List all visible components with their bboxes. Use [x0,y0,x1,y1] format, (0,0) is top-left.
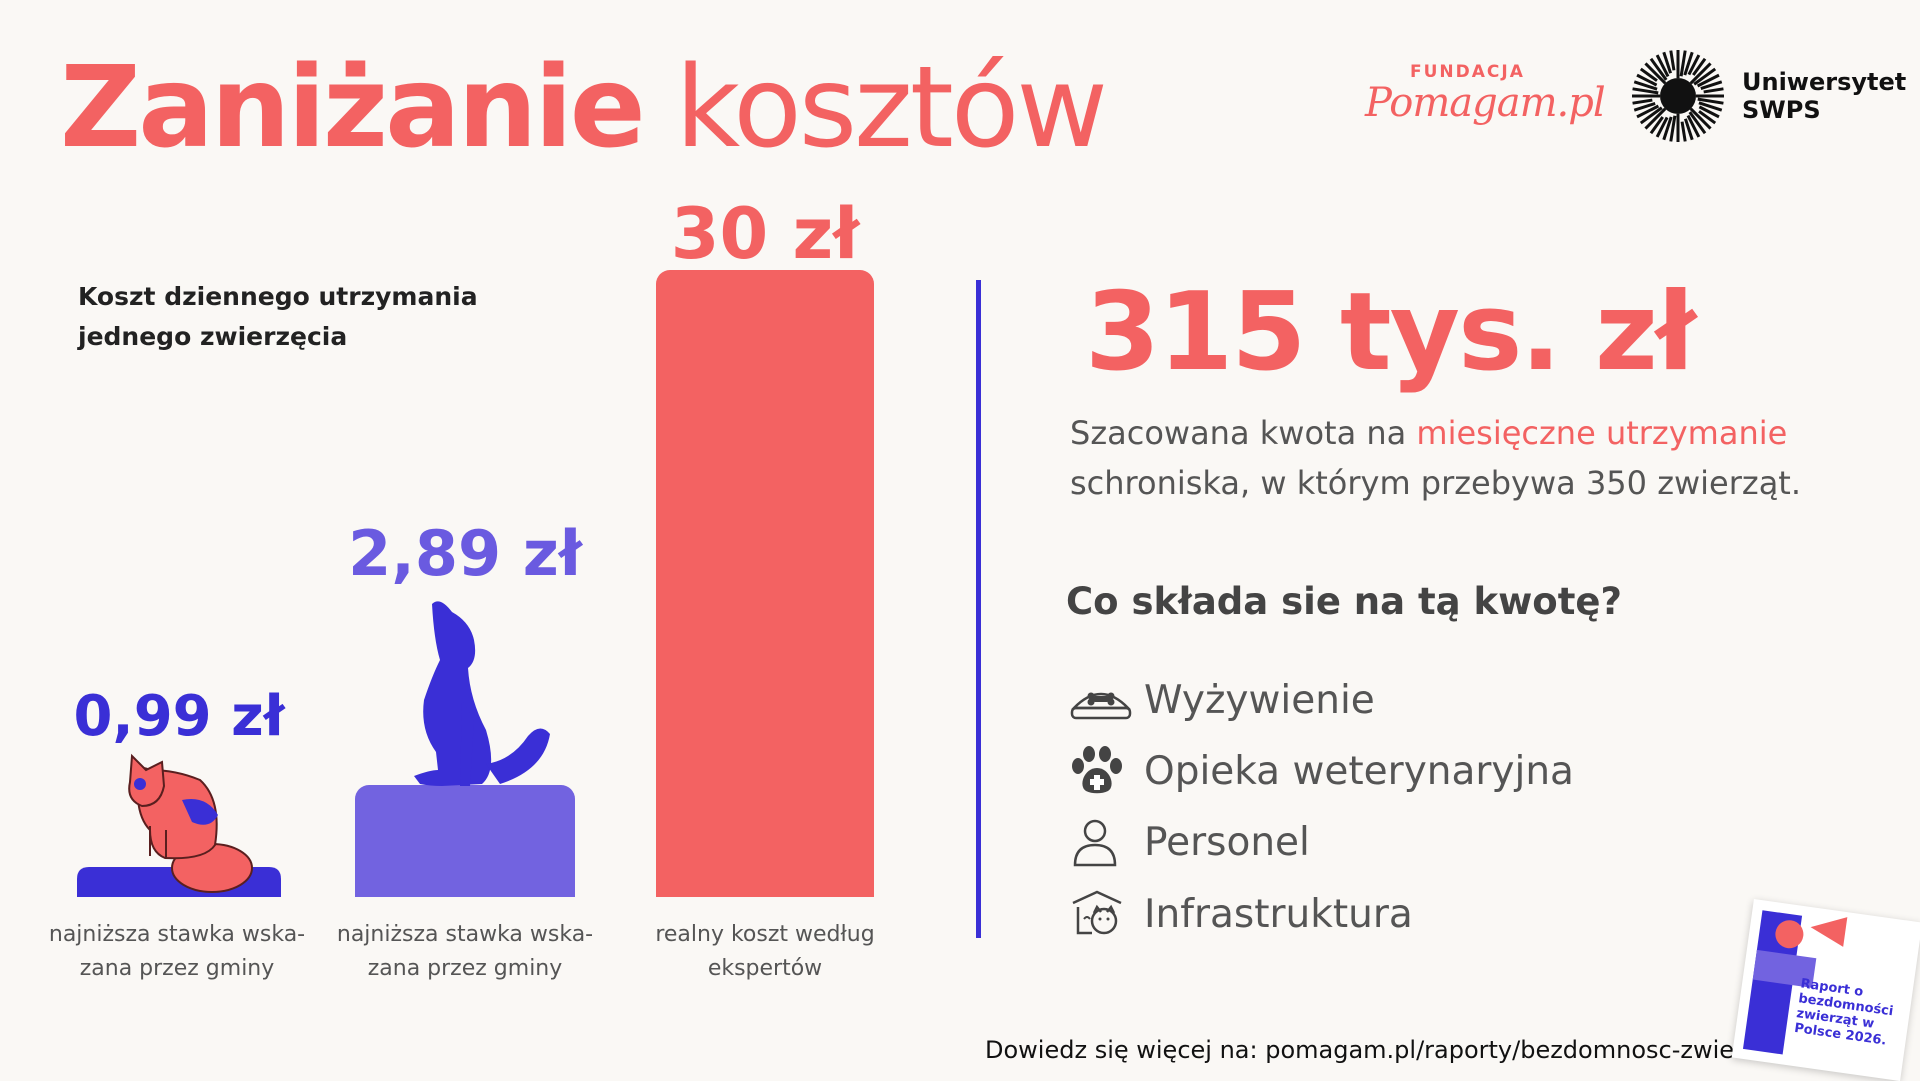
bar-2-base [355,881,575,897]
title-bold: Zaniżanie [60,43,646,173]
bar-label-3: realny koszt według ekspertów [635,918,895,986]
bar-label-2: najniższa stawka wska- zana przez gminy [335,918,595,986]
food-bowl-icon [1070,674,1132,726]
dog-illustration [414,601,550,786]
fundacja-logo-small: FUNDACJA [1410,62,1525,82]
cost-item-food: Wyżywienie [1070,670,1375,730]
cost-item-infra: Infrastruktura [1070,884,1413,944]
cost-item-staff: Personel [1070,812,1310,872]
bar-label-2-line2: zana przez gminy [367,956,563,981]
bar-label-3-line2: ekspertów [707,956,823,981]
chart-subtitle-line2: jednego zwierzęcia [78,322,348,351]
cat-illustration [128,753,253,893]
title-light: kosztów [675,43,1108,173]
cost-item-infra-label: Infrastruktura [1144,891,1413,937]
swps-sunburst-icon [1632,50,1724,142]
bar-label-1: najniższa stawka wska- zana przez gminy [47,918,307,986]
bar-3-base [656,881,874,897]
cost-bar-chart: 0,99 zł 2,89 zł 30 zł [73,193,874,897]
vertical-divider [976,280,981,938]
paw-cross-icon [1070,745,1132,797]
fundacja-logo: FUNDACJA Pomagam.pl [1365,62,1606,142]
swps-line1: Uniwersytet [1742,68,1907,96]
swps-logo: Uniwersytet SWPS [1630,48,1920,148]
cost-item-staff-label: Personel [1144,819,1310,865]
swps-logo-text: Uniwersytet SWPS [1742,68,1906,124]
description-text-2: schroniska, w którym przebywa 350 zwierz… [1070,464,1802,502]
bar-value-label-3: 30 zł [671,193,862,275]
cost-item-vet: Opieka weterynaryjna [1070,741,1574,801]
bar-label-1-line2: zana przez gminy [79,956,275,981]
footer-link[interactable]: Dowiedz się więcej na: pomagam.pl/raport… [985,1036,1781,1064]
shelter-icon [1070,888,1132,940]
bar-label-3-line1: realny koszt według [655,922,875,947]
bar-label-2-line1: najniższa stawka wska- [336,922,594,947]
chart-subtitle-line1: Koszt dziennego utrzymania [78,282,478,311]
amount-description: Szacowana kwota na miesięczne utrzymanie… [1070,408,1890,508]
report-cover-thumbnail: Raport o bezdomności zwierząt w Polsce 2… [1731,898,1920,1081]
description-text-1: Szacowana kwota na [1070,414,1417,452]
bar-label-1-line1: najniższa stawka wska- [48,922,306,947]
bar-3 [656,270,874,897]
cost-item-food-label: Wyżywienie [1144,677,1375,723]
bar-value-label-1: 0,99 zł [73,684,285,749]
cost-question: Co składa sie na tą kwotę? [1066,580,1622,623]
description-highlight: miesięczne utrzymanie [1416,414,1788,452]
bar-value-label-2: 2,89 zł [348,517,584,590]
fundacja-logo-script: Pomagam.pl [1365,80,1606,126]
monthly-amount: 315 tys. zł [1085,270,1696,395]
swps-line2: SWPS [1742,96,1821,124]
page-title: Zaniżanie kosztów [60,52,1108,164]
chart-subtitle: Koszt dziennego utrzymania jednego zwier… [78,277,518,357]
person-icon [1070,816,1132,868]
bar-2 [355,785,575,897]
cost-item-vet-label: Opieka weterynaryjna [1144,748,1574,794]
